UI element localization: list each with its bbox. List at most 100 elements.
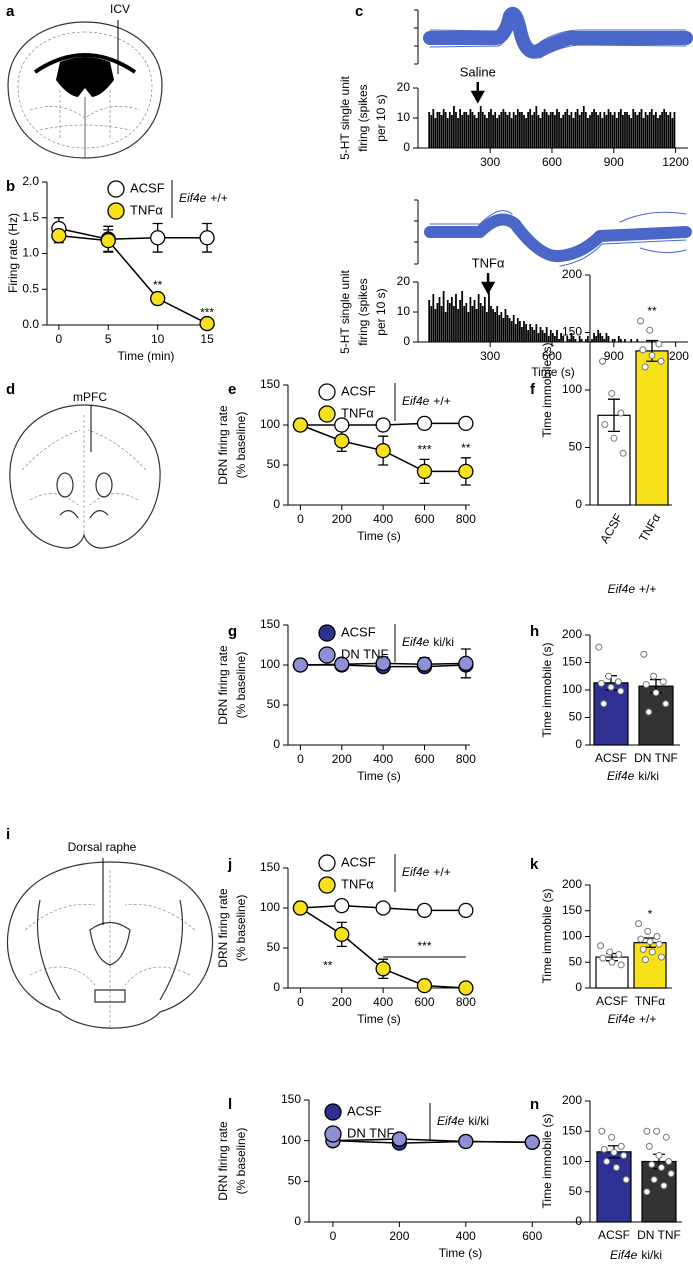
panel-label: a (6, 3, 15, 20)
data-point (662, 700, 670, 708)
marker (51, 227, 67, 244)
y-tick-label: 200 (562, 1093, 582, 1107)
marker (150, 230, 166, 246)
histogram-bar (589, 115, 591, 148)
annotation: * (648, 907, 653, 921)
histogram-bar (529, 109, 532, 148)
x-tick-label: 600 (414, 512, 434, 526)
marker (375, 900, 391, 916)
histogram-bar (568, 339, 571, 342)
histogram-bar (574, 339, 577, 342)
histogram-bar (516, 318, 519, 342)
histogram-bar (518, 112, 521, 148)
legend-label: DN TNF (341, 646, 388, 661)
histogram-bar (434, 309, 437, 342)
annotation: ** (323, 959, 333, 973)
annotation: ** (153, 278, 163, 292)
marker (416, 902, 433, 919)
panel-label: c (355, 3, 363, 20)
data-point (659, 678, 667, 686)
x-tick-label: 0 (297, 512, 304, 526)
histogram-bar (490, 109, 492, 148)
histogram-bar (448, 112, 451, 148)
histogram-bar (506, 315, 509, 342)
histogram-bar (572, 336, 575, 342)
histogram-bar (613, 339, 616, 342)
histogram-bar (615, 118, 618, 148)
genotype-gene: Eif4e (607, 769, 635, 783)
histogram-bar (587, 336, 589, 342)
genotype-gene: Eif4e (608, 1012, 636, 1026)
annotation: TNFα (472, 255, 505, 270)
histogram-bar (523, 115, 525, 148)
data-point (595, 643, 603, 651)
y-axis-label: firing (spikes (356, 84, 370, 151)
y-tick-label: 0 (575, 497, 582, 511)
histogram-bar (531, 115, 534, 148)
histogram-bar (640, 109, 643, 148)
histogram-bar (486, 118, 488, 148)
data-point (610, 1148, 618, 1156)
x-tick-label: 300 (480, 349, 500, 363)
marker (334, 656, 350, 672)
panel-label: k (530, 856, 539, 873)
histogram-bar (595, 336, 598, 342)
histogram-bar (525, 118, 527, 148)
legend-marker (324, 1125, 342, 1143)
histogram-bar (483, 297, 486, 342)
genotype-allele: +/+ (433, 865, 450, 879)
histogram-bar (475, 118, 478, 148)
genotype-allele: +/+ (639, 582, 656, 596)
x-tick-label: 10 (151, 332, 165, 346)
category-label: ACSF (595, 751, 627, 765)
x-tick-label: 400 (373, 512, 393, 526)
y-axis-label: (% baseline) (234, 412, 248, 479)
brain-section-i (6, 858, 214, 1030)
annotation: ** (647, 304, 657, 318)
marker (375, 417, 391, 433)
histogram-bar (591, 112, 593, 148)
histogram-bar (450, 115, 453, 148)
histogram-bar (593, 109, 595, 148)
y-axis-label: (% baseline) (234, 1128, 248, 1195)
histogram-bar (558, 112, 560, 148)
y-tick-label: 100 (562, 682, 582, 696)
histogram-bar (453, 306, 455, 342)
marker (199, 315, 215, 332)
histogram-bar (428, 112, 431, 148)
histogram-bar (622, 115, 624, 148)
waveform-2 (414, 199, 692, 267)
y-tick-label: 100 (562, 929, 582, 943)
histogram-bar (570, 333, 573, 342)
brain-section-a (7, 20, 163, 159)
y-axis-label: Time immobile (s) (540, 643, 554, 738)
data-point (599, 357, 607, 365)
histogram-bar (479, 106, 482, 148)
x-tick-label: 900 (604, 155, 624, 169)
histogram-bar (498, 315, 501, 342)
data-point (641, 956, 649, 964)
y-tick-label: 0.5 (22, 281, 39, 295)
histogram-bar (525, 324, 527, 342)
data-point (657, 953, 665, 961)
histogram-bar (556, 109, 558, 148)
histogram-bar (512, 112, 515, 148)
histogram-bar (595, 112, 598, 148)
x-tick-label: 1200 (662, 155, 689, 169)
legend-label: ACSF (341, 624, 376, 639)
legend-label: ACSF (130, 180, 165, 195)
marker (416, 977, 433, 994)
histogram-bar (440, 115, 443, 148)
annotation: *** (417, 443, 431, 457)
histogram-bar (432, 294, 435, 342)
x-tick-label: 900 (604, 349, 624, 363)
histogram-bar (667, 115, 670, 148)
histogram-bar (459, 300, 461, 342)
histogram-bar (504, 309, 507, 342)
histogram-bar (477, 294, 480, 342)
histogram-bar (584, 339, 587, 342)
genotype-allele: ki/ki (641, 1248, 662, 1262)
histogram-bar (601, 118, 604, 148)
